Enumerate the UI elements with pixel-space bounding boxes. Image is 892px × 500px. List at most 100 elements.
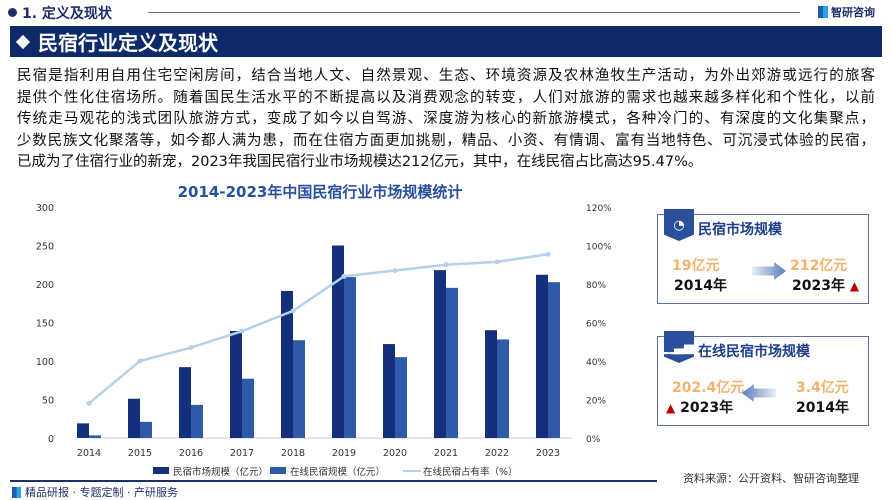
bar-online-2023 — [548, 282, 560, 438]
y-left-tick-label: 50 — [42, 396, 54, 407]
banner: 民宿行业定义及现状 — [10, 26, 882, 57]
source-note: 资料来源：公开资料、智研咨询整理 — [683, 472, 859, 485]
bar-market-2022 — [485, 330, 497, 438]
y-left-tick-label: 150 — [36, 319, 54, 330]
y-right-tick-label: 20% — [586, 397, 606, 407]
from-year: 2014年 — [796, 400, 849, 416]
bar-online-2022 — [497, 339, 509, 438]
y-right-tick-label: 40% — [586, 358, 606, 368]
legend-label: 民宿市场规模（亿元） — [173, 466, 268, 478]
bar-online-2020 — [395, 357, 407, 438]
share-point-2016 — [188, 345, 194, 351]
from-year: 2014年 — [674, 278, 727, 294]
share-point-2018 — [290, 308, 296, 314]
y-right-tick-label: 0% — [586, 435, 601, 445]
to-year-text: 2023年 — [680, 400, 734, 416]
y-left-tick-label: 100 — [36, 357, 54, 368]
bar-online-2018 — [293, 340, 305, 438]
bar-market-2016 — [179, 367, 191, 438]
share-point-2019 — [341, 273, 347, 279]
bar-market-2018 — [281, 290, 293, 438]
to-year: ▲ 2023年 — [666, 397, 733, 417]
logo-text: 智研咨询 — [831, 6, 875, 19]
x-tick-label: 2022 — [485, 448, 509, 459]
x-tick-label: 2016 — [179, 448, 203, 459]
share-point-2017 — [239, 328, 245, 334]
to-year-text: 2023年 — [792, 278, 845, 294]
x-tick-label: 2017 — [230, 448, 254, 459]
x-tick-label: 2020 — [383, 448, 407, 459]
paragraph-line: 民宿是指利用自用住宅空闲房间，结合当地人文、自然景观、生态、环境资源及农林渔牧生… — [17, 68, 875, 84]
card-title: 在线民宿市场规模 — [698, 344, 810, 360]
pie-chart-icon: ◔ — [664, 209, 694, 241]
y-left-tick-label: 250 — [36, 242, 54, 253]
x-tick-label: 2018 — [281, 448, 305, 459]
legend-swatch — [270, 467, 286, 474]
legend-label: 在线民宿占有率（%） — [423, 466, 518, 478]
share-line — [88, 252, 549, 405]
logo: 智研咨询 — [818, 4, 875, 20]
share-point-2014 — [86, 400, 92, 406]
share-point-2021 — [443, 262, 449, 268]
paragraph-line: 已成为了住宿行业的新宠，2023年我国民宿行业市场规模达212亿元，其中，在线民… — [17, 154, 703, 170]
paragraph-line: 少数民族文化聚落等，如今都人满为患，而在住宿方面更加挑剔，精品、小资、有情调、富… — [17, 132, 875, 149]
bar-online-2014 — [89, 435, 101, 438]
footer-logo-icon — [12, 486, 21, 498]
y-left-tick-label: 0 — [48, 434, 54, 445]
online-market-size-card: ▁▃▅ 在线民宿市场规模 202.4亿元 ▲ 2023年 3.4亿元 2014年 — [657, 331, 869, 426]
paragraph-line: 提供个性化住宿场所。随着国民生活水平的不断提高以及消费观念的转变，人们对旅游的需… — [17, 89, 875, 106]
to-value: 212亿元 — [790, 258, 848, 274]
footer-divider — [10, 480, 657, 482]
bar-market-2023 — [536, 274, 548, 438]
x-tick-label: 2021 — [434, 448, 458, 459]
bar-online-2021 — [446, 287, 458, 438]
bar-online-2015 — [140, 421, 152, 438]
section-title: 1. 定义及现状 — [22, 6, 112, 22]
footer-text: 精品研报 · 专题定制 · 产研服务 — [25, 486, 178, 499]
share-point-2020 — [392, 268, 398, 274]
legend-label: 在线民宿规模（亿元） — [290, 466, 385, 478]
banner-title: 民宿行业定义及现状 — [38, 31, 218, 55]
bar-market-2021 — [434, 270, 446, 438]
chart-title: 2014-2023年中国民宿行业市场规模统计 — [177, 183, 463, 201]
y-left-tick-label: 300 — [36, 203, 54, 214]
bar-market-2015 — [128, 398, 140, 438]
up-arrow-icon: ▲ — [666, 401, 676, 415]
intro-paragraph: 民宿是指利用自用住宅空闲房间，结合当地人文、自然景观、生态、环境资源及农林渔牧生… — [17, 66, 875, 174]
y-left-tick-label: 200 — [36, 280, 54, 291]
share-point-2015 — [137, 358, 143, 364]
card-title: 民宿市场规模 — [698, 222, 782, 238]
y-right-tick-label: 120% — [586, 204, 612, 214]
bar-market-2017 — [230, 330, 242, 438]
bar-market-2014 — [77, 423, 89, 438]
market-size-card: ◔ 民宿市场规模 19亿元 2014年 212亿元 2023年 ▲ — [657, 209, 869, 304]
bar-online-2017 — [242, 378, 254, 438]
section-divider — [148, 12, 800, 13]
y-right-tick-label: 80% — [586, 281, 606, 291]
x-tick-label: 2014 — [77, 448, 101, 459]
y-right-tick-label: 100% — [586, 243, 612, 253]
from-value: 3.4亿元 — [796, 380, 849, 396]
market-size-chart: 0 50 100 150 200 250 300 0% 20% 40% 60% 80% 100% 120%… — [36, 203, 612, 478]
bar-market-2019 — [332, 245, 344, 438]
paragraph-line: 传统走马观花的浅式团队旅游方式，变成了如今以自驾游、深度游为核心的新旅游模式，各… — [17, 111, 875, 127]
y-right-tick-label: 60% — [586, 320, 606, 330]
arrow-left-icon — [742, 384, 776, 402]
x-tick-label: 2015 — [128, 448, 152, 459]
up-arrow-icon: ▲ — [849, 279, 860, 293]
arrow-right-icon — [752, 262, 786, 280]
to-value: 202.4亿元 — [672, 380, 745, 396]
bar-online-2019 — [344, 277, 356, 438]
x-tick-label: 2023 — [536, 448, 560, 459]
section-bullet — [8, 8, 17, 17]
share-point-2022 — [494, 259, 500, 265]
diamond-icon — [15, 34, 31, 49]
logo-icon — [818, 6, 828, 18]
bar-market-2020 — [383, 344, 395, 438]
growth-chart-icon: ▁▃▅ — [664, 331, 694, 363]
x-tick-label: 2019 — [332, 448, 356, 459]
share-point-2023 — [545, 251, 551, 257]
bar-online-2016 — [191, 404, 203, 438]
to-year: 2023年 ▲ — [792, 275, 859, 295]
footer: 精品研报 · 专题定制 · 产研服务 — [12, 484, 178, 500]
